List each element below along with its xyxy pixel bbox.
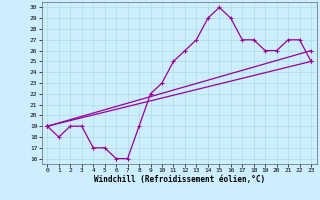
X-axis label: Windchill (Refroidissement éolien,°C): Windchill (Refroidissement éolien,°C): [94, 175, 265, 184]
